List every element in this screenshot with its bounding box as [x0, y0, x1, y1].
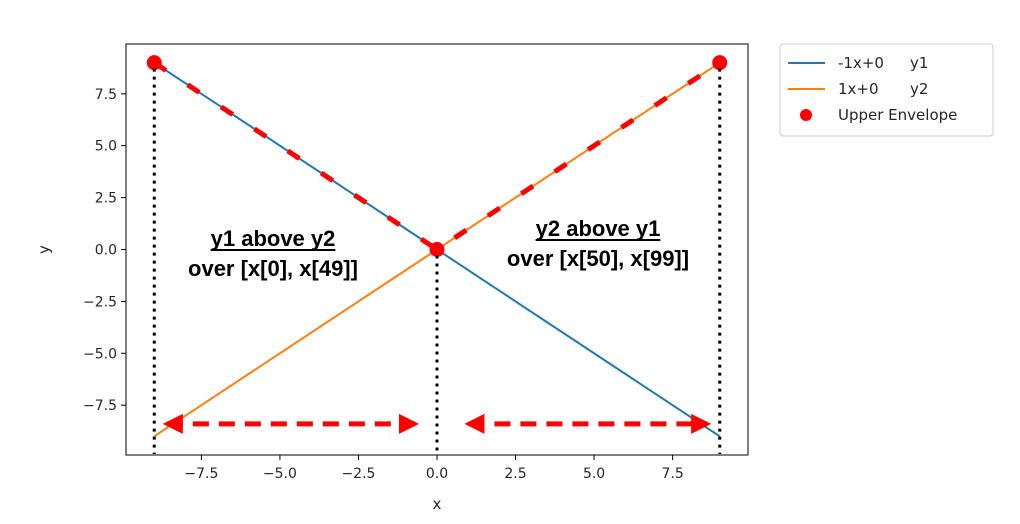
x-tick-label: 7.5 — [661, 466, 683, 482]
x-tick-label: 0.0 — [426, 466, 448, 482]
x-tick-label: −2.5 — [341, 466, 375, 482]
y-tick-label: −2.5 — [83, 294, 117, 310]
x-tick-label: 5.0 — [583, 466, 605, 482]
envelope-point-2 — [429, 242, 445, 257]
legend-suffix-1: y1 — [910, 54, 928, 72]
y-tick-label: 0.0 — [95, 243, 117, 259]
legend-box — [779, 43, 994, 137]
envelope-point-3 — [712, 55, 728, 71]
x-axis-label: x — [433, 495, 442, 513]
x-tick-label: −7.5 — [184, 466, 218, 482]
legend-suffix-2: y2 — [910, 80, 928, 98]
annotation-range-1: over [x[0], x[49]] — [188, 256, 358, 281]
y-tick-label: −7.5 — [83, 398, 117, 414]
x-tick-label: 2.5 — [504, 466, 526, 482]
legend-label-envelope: Upper Envelope — [838, 106, 957, 124]
y-tick-label: 5.0 — [95, 139, 117, 155]
annotation-title-1: y1 above y2 — [211, 226, 336, 251]
annotations: y1 above y2 over [x[0], x[49]] y2 above y1… — [162, 216, 712, 434]
annotation-range-2: over [x[50], x[99]] — [507, 246, 689, 271]
x-tick-label: −5.0 — [263, 466, 297, 482]
legend: -1x+0 y1 1x+0 y2 Upper Envelope — [779, 43, 994, 137]
annotation-title-2: y2 above y1 — [536, 216, 661, 241]
y-tick-label: 2.5 — [95, 191, 117, 207]
legend-swatch-envelope — [800, 109, 812, 121]
y-axis-label: y — [35, 245, 53, 254]
plot-area: −7.5 −5.0 −2.5 0.0 2.5 5.0 7.5 7.5 5.0 2.5 0.0 −2.5… — [35, 43, 749, 513]
legend-label-1: -1x+0 — [838, 54, 884, 72]
legend-label-2: 1x+0 — [838, 80, 879, 98]
y-tick-label: −5.0 — [83, 346, 117, 362]
envelope-point-1 — [146, 55, 162, 71]
y-tick-label: 7.5 — [95, 87, 117, 103]
envelope-dashes — [152, 60, 722, 253]
